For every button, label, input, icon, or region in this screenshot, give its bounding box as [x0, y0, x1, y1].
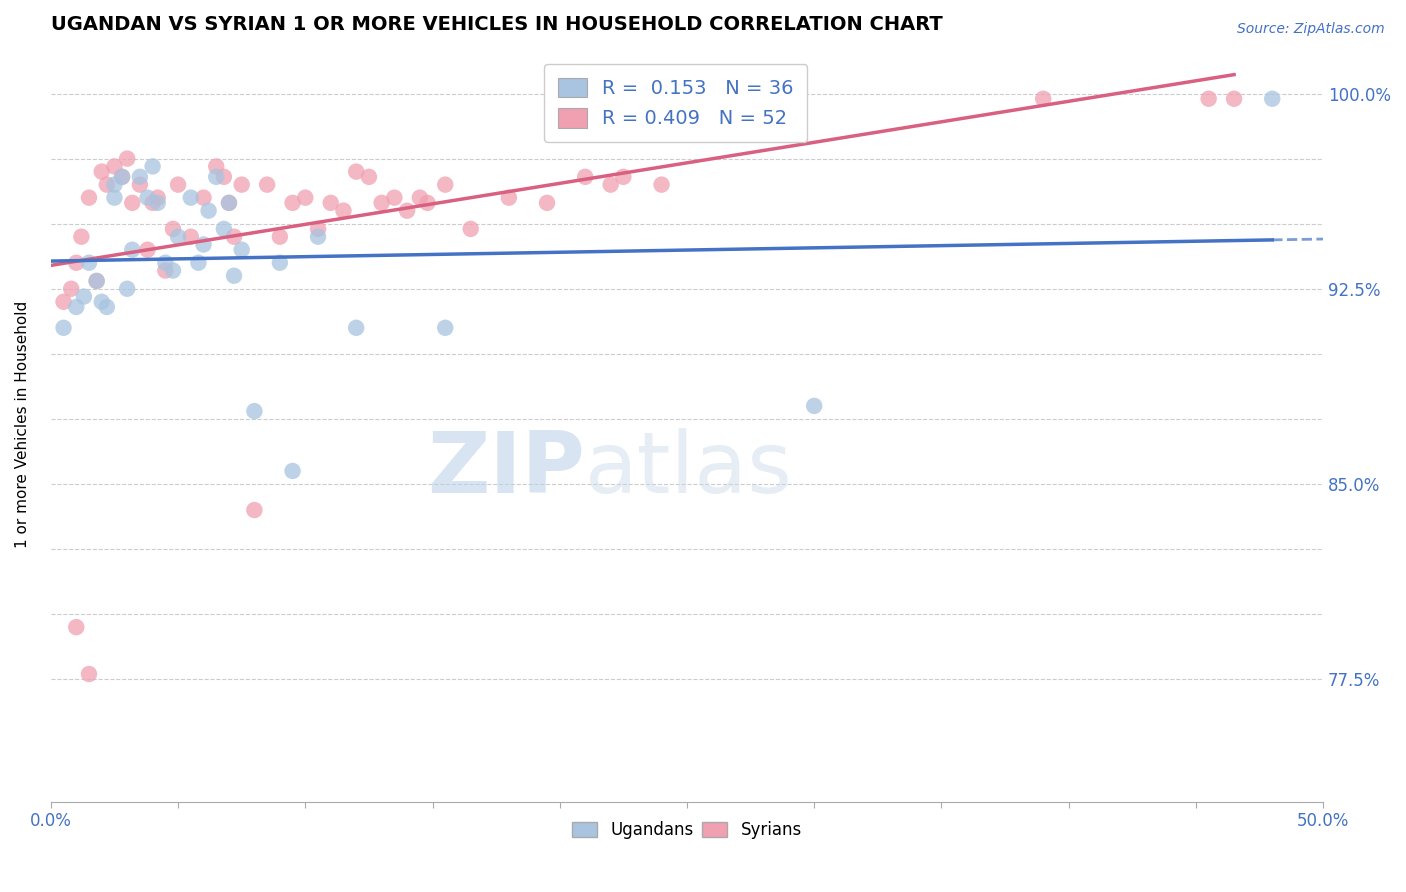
Point [193, 191, 215, 205]
Point [269, 229, 291, 244]
Point [86, 274, 108, 288]
Point [294, 191, 316, 205]
Point [281, 195, 304, 210]
Point [612, 169, 634, 184]
Point [77, 191, 100, 205]
Point [281, 464, 304, 478]
Point [167, 229, 190, 244]
Point [128, 178, 150, 192]
Point [90, 164, 112, 178]
Text: Source: ZipAtlas.com: Source: ZipAtlas.com [1237, 22, 1385, 37]
Point [65, 300, 87, 314]
Point [103, 191, 125, 205]
Point [344, 320, 367, 334]
Point [243, 404, 266, 418]
Point [90, 294, 112, 309]
Point [128, 169, 150, 184]
Point [231, 243, 253, 257]
Legend: Ugandans, Syrians: Ugandans, Syrians [565, 814, 808, 847]
Point [409, 191, 432, 205]
Point [1223, 92, 1246, 106]
Point [142, 160, 165, 174]
Point [121, 195, 143, 210]
Point [222, 268, 245, 283]
Point [193, 237, 215, 252]
Point [155, 263, 177, 277]
Point [218, 195, 240, 210]
Point [136, 191, 159, 205]
Point [269, 256, 291, 270]
Point [212, 169, 235, 184]
Point [70, 229, 93, 244]
Point [382, 191, 405, 205]
Point [136, 243, 159, 257]
Point [205, 160, 228, 174]
Point [77, 667, 100, 681]
Point [460, 222, 482, 236]
Point [115, 152, 138, 166]
Point [162, 263, 184, 277]
Point [498, 191, 520, 205]
Point [599, 178, 621, 192]
Point [307, 229, 329, 244]
Point [60, 282, 83, 296]
Point [197, 203, 219, 218]
Point [1198, 92, 1220, 106]
Point [396, 203, 419, 218]
Point [256, 178, 278, 192]
Point [146, 191, 169, 205]
Point [536, 195, 558, 210]
Point [574, 169, 596, 184]
Point [52, 320, 75, 334]
Point [52, 294, 75, 309]
Point [77, 256, 100, 270]
Text: UGANDAN VS SYRIAN 1 OR MORE VEHICLES IN HOUSEHOLD CORRELATION CHART: UGANDAN VS SYRIAN 1 OR MORE VEHICLES IN … [51, 15, 942, 34]
Point [103, 178, 125, 192]
Point [218, 195, 240, 210]
Point [96, 300, 118, 314]
Point [332, 203, 354, 218]
Point [162, 222, 184, 236]
Point [187, 256, 209, 270]
Point [167, 178, 190, 192]
Point [121, 243, 143, 257]
Point [344, 164, 367, 178]
Point [65, 256, 87, 270]
Point [155, 256, 177, 270]
Point [307, 222, 329, 236]
Point [115, 282, 138, 296]
Point [180, 191, 202, 205]
Point [146, 195, 169, 210]
Text: ZIP: ZIP [427, 428, 585, 511]
Point [416, 195, 439, 210]
Point [103, 160, 125, 174]
Y-axis label: 1 or more Vehicles in Household: 1 or more Vehicles in Household [15, 301, 30, 548]
Point [357, 169, 380, 184]
Point [319, 195, 342, 210]
Point [222, 229, 245, 244]
Point [434, 178, 457, 192]
Point [180, 229, 202, 244]
Point [142, 195, 165, 210]
Point [212, 222, 235, 236]
Point [1032, 92, 1054, 106]
Point [111, 169, 134, 184]
Point [111, 169, 134, 184]
Point [434, 320, 457, 334]
Point [86, 274, 108, 288]
Point [205, 169, 228, 184]
Point [73, 289, 96, 303]
Text: atlas: atlas [585, 428, 793, 511]
Point [96, 178, 118, 192]
Point [370, 195, 392, 210]
Point [803, 399, 825, 413]
Point [243, 503, 266, 517]
Point [65, 620, 87, 634]
Point [231, 178, 253, 192]
Point [651, 178, 673, 192]
Point [1261, 92, 1284, 106]
